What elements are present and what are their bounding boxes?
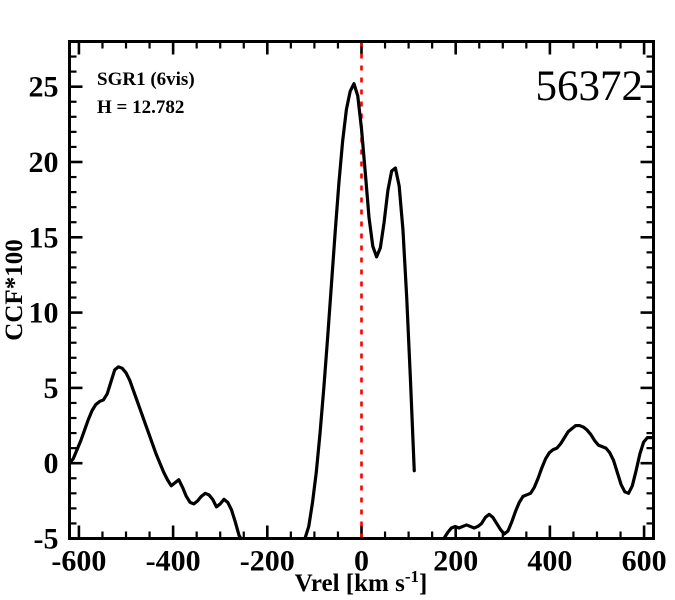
x-axis-title: Vrel [km s-1] [295, 567, 428, 597]
y-tick-label: -5 [34, 523, 59, 556]
y-axis-title: CCF*100 [1, 239, 28, 340]
plot-frame [68, 40, 655, 540]
svg-text:Vrel [km s-1]: Vrel [km s-1] [295, 567, 428, 597]
x-axis-title-superscript: -1 [405, 567, 419, 586]
x-tick-label: 600 [622, 545, 667, 578]
x-tick-label: -400 [146, 545, 201, 578]
y-tick-label: 15 [29, 221, 59, 254]
x-axis-tick-labels: -600 -400 -200 0 200 400 600 [51, 545, 666, 578]
x-axis-title-tail: ] [419, 570, 427, 597]
y-tick-label: 20 [29, 146, 59, 179]
target-label: SGR1 (6vis) [97, 69, 195, 90]
x-tick-label: 400 [527, 545, 572, 578]
ccf-curve-segment [69, 365, 243, 539]
ccf-data-curve [69, 82, 653, 539]
y-axis-tick-labels: -5 0 5 10 15 20 25 [29, 71, 59, 556]
y-tick-label: 10 [29, 297, 59, 330]
x-tick-label: 200 [433, 545, 478, 578]
y-axis-title-text: CCF*100 [1, 239, 28, 340]
magnitude-label: H = 12.782 [97, 97, 184, 118]
epoch-label-block: 56372 [536, 63, 644, 110]
annotation-block: SGR1 (6vis) H = 12.782 [97, 69, 195, 118]
major-tick-marks [69, 41, 654, 540]
y-tick-label: 25 [29, 71, 59, 104]
y-tick-label: 5 [44, 372, 59, 405]
ccf-curve-segment [442, 423, 653, 539]
x-axis-title-base: Vrel [km s [295, 570, 405, 597]
x-tick-label: 0 [354, 545, 369, 578]
x-tick-label: -600 [51, 545, 106, 578]
ccf-curve-segment [303, 82, 416, 539]
y-tick-label: 0 [44, 447, 59, 480]
x-tick-label: -200 [240, 545, 295, 578]
epoch-label: 56372 [536, 63, 644, 110]
